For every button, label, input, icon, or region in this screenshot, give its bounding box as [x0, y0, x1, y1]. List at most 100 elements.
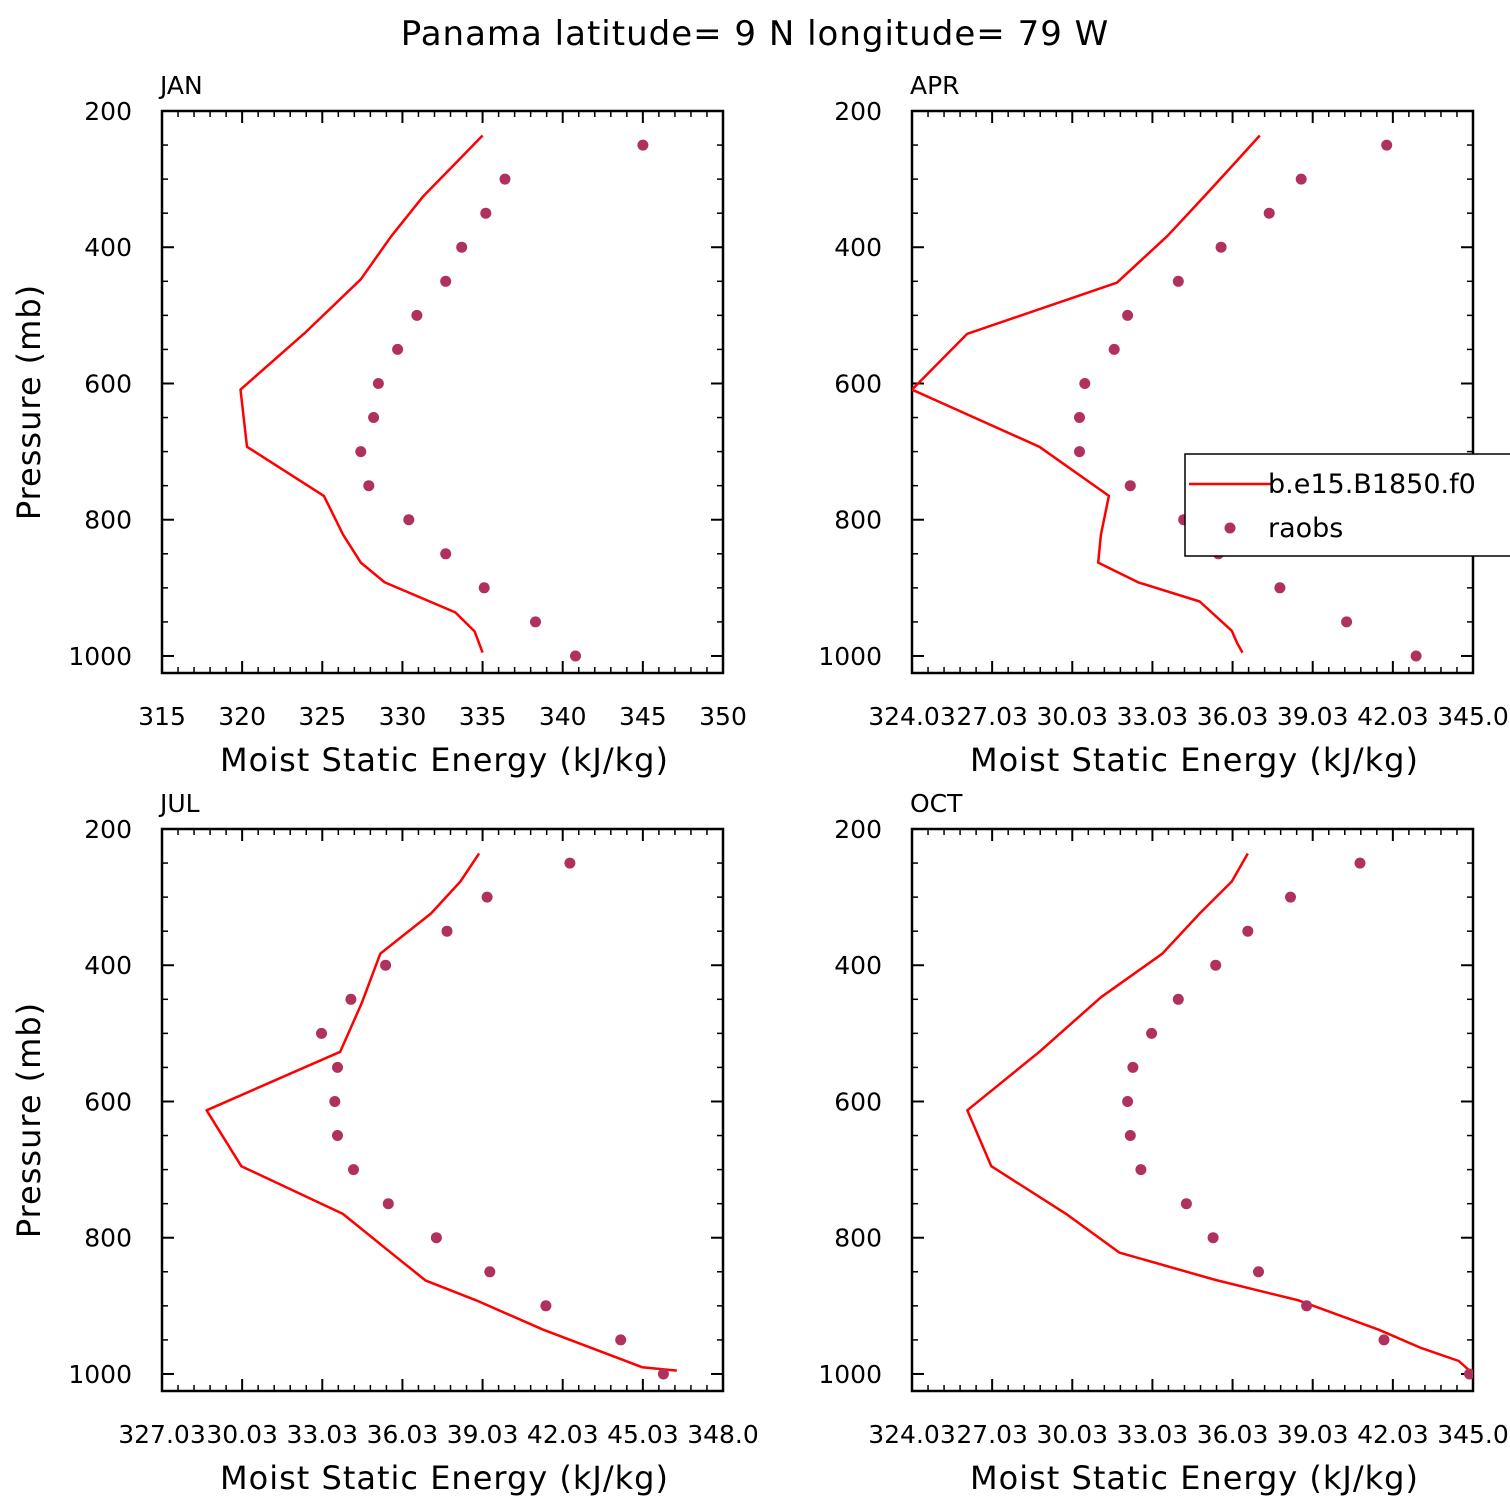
- y-tick-label: 1000: [68, 642, 132, 671]
- x-tick-label: 30.03: [206, 1420, 278, 1449]
- panel-jul: 327.03 30.03 33.03 36.03 39.03 42.03 45.03 348.…: [10, 789, 759, 1497]
- raobs-point: [332, 1061, 343, 1073]
- raobs-point: [1122, 309, 1134, 321]
- y-axis-label: Pressure (mb): [10, 1002, 48, 1238]
- y-tick-label: 400: [834, 951, 882, 980]
- x-tick-label: 33.03: [286, 1420, 358, 1449]
- raobs-point: [1295, 173, 1307, 185]
- y-axis-label: Pressure (mb): [10, 284, 48, 520]
- y-tick-label: 600: [834, 369, 882, 398]
- panel-apr: 324.03 27.03 30.03 33.03 36.03 39.03 42.03 345.…: [818, 71, 1508, 779]
- figure-title: Panama latitude= 9 N longitude= 79 W: [401, 14, 1110, 54]
- panels: 315 320 325 330 335 340 345 350 200 400 600 800 1000…: [10, 71, 1509, 1497]
- x-tick-label: 33.03: [1117, 702, 1189, 731]
- raobs-point: [1215, 241, 1227, 253]
- raobs-point: [1341, 616, 1353, 628]
- x-tick-label: 39.03: [447, 1420, 519, 1449]
- raobs-point: [1207, 1232, 1219, 1244]
- raobs-point: [1381, 139, 1393, 151]
- raobs-point: [1135, 1164, 1147, 1176]
- raobs-point: [564, 857, 576, 869]
- plot-area: [966, 852, 1473, 1380]
- x-tick-label: 36.03: [1197, 702, 1269, 731]
- x-tick-label: 39.03: [1277, 702, 1349, 731]
- panel-label: OCT: [910, 789, 963, 818]
- raobs-point: [382, 1198, 394, 1210]
- x-tick-label: 315: [138, 702, 186, 731]
- raobs-point: [1074, 446, 1085, 458]
- raobs-point: [1079, 378, 1091, 389]
- model-line: [966, 852, 1471, 1372]
- plot-area: [912, 134, 1422, 662]
- raobs-point: [348, 1164, 359, 1176]
- plot-frame: [910, 827, 1475, 1393]
- raobs-point: [1172, 275, 1184, 287]
- raobs-point: [637, 139, 649, 151]
- raobs-point: [1172, 993, 1184, 1005]
- y-tick-label: 800: [84, 1224, 132, 1253]
- y-tick-label: 1000: [818, 1360, 882, 1389]
- panel-oct: 324.03 27.03 30.03 33.03 36.03 39.03 42.03 345.…: [818, 789, 1508, 1497]
- raobs-point: [440, 275, 452, 287]
- x-tick-label: 30.03: [1036, 702, 1108, 731]
- raobs-point: [540, 1300, 552, 1312]
- raobs-point: [456, 241, 468, 253]
- x-tick-label: 325: [298, 702, 346, 731]
- y-tick-label: 400: [84, 951, 132, 980]
- raobs-point: [1124, 1130, 1136, 1141]
- raobs-point: [1285, 891, 1296, 903]
- y-tick-label: 800: [84, 506, 132, 535]
- raobs-point: [1274, 582, 1286, 594]
- raobs-point: [316, 1027, 327, 1039]
- panel-label: APR: [910, 71, 960, 100]
- raobs-point: [1127, 1061, 1139, 1073]
- raobs-point: [570, 650, 581, 662]
- plot-frame: [910, 109, 1475, 675]
- raobs-point: [441, 925, 453, 937]
- raobs-point: [1210, 959, 1222, 971]
- legend: b.e15.B1850.f0 raobs: [1184, 453, 1510, 557]
- raobs-point: [1410, 650, 1422, 662]
- raobs-point: [1263, 207, 1275, 219]
- panel-label: JAN: [158, 71, 203, 100]
- x-tick-label: 36.03: [367, 1420, 439, 1449]
- raobs-point: [478, 582, 490, 594]
- x-tick-label: 36.03: [1197, 1420, 1269, 1449]
- y-tick-label: 800: [834, 1224, 882, 1253]
- raobs-point: [1124, 480, 1136, 492]
- raobs-point: [1464, 1368, 1473, 1380]
- y-tick-label: 400: [84, 233, 132, 262]
- raobs-point: [1122, 1096, 1134, 1107]
- x-tick-label: 324.03: [868, 702, 955, 731]
- raobs-point: [530, 616, 541, 628]
- x-axis-label: Moist Static Energy (kJ/kg): [220, 1459, 669, 1497]
- raobs-point: [657, 1368, 669, 1380]
- x-tick-label: 335: [459, 702, 507, 731]
- model-line: [205, 852, 677, 1372]
- model-line: [239, 134, 484, 654]
- x-tick-label: 42.03: [1357, 702, 1429, 731]
- panel-jan: 315 320 325 330 335 340 345 350 200 400 600 800 1000…: [10, 71, 747, 779]
- raobs-point: [372, 378, 384, 389]
- x-tick-label: 27.03: [956, 702, 1028, 731]
- raobs-point: [380, 959, 392, 971]
- raobs-point: [1378, 1334, 1390, 1346]
- y-tick-label: 400: [834, 233, 882, 262]
- x-tick-label: 30.03: [1036, 1420, 1108, 1449]
- raobs-point: [363, 480, 375, 492]
- raobs-point: [345, 993, 357, 1005]
- x-tick-label: 345: [619, 702, 667, 731]
- model-line: [912, 134, 1261, 654]
- raobs-point: [1301, 1300, 1313, 1312]
- legend-label-model: b.e15.B1850.f0: [1268, 469, 1476, 500]
- plot-frame: [160, 827, 725, 1393]
- y-tick-label: 200: [834, 97, 882, 126]
- raobs-point: [484, 1266, 496, 1278]
- x-tick-label: 39.03: [1277, 1420, 1349, 1449]
- raobs-point: [1354, 857, 1366, 869]
- x-tick-label: 324.03: [868, 1420, 955, 1449]
- y-tick-label: 1000: [818, 642, 882, 671]
- y-tick-label: 600: [834, 1087, 882, 1116]
- raobs-point: [1146, 1027, 1158, 1039]
- raobs-point: [1253, 1266, 1264, 1278]
